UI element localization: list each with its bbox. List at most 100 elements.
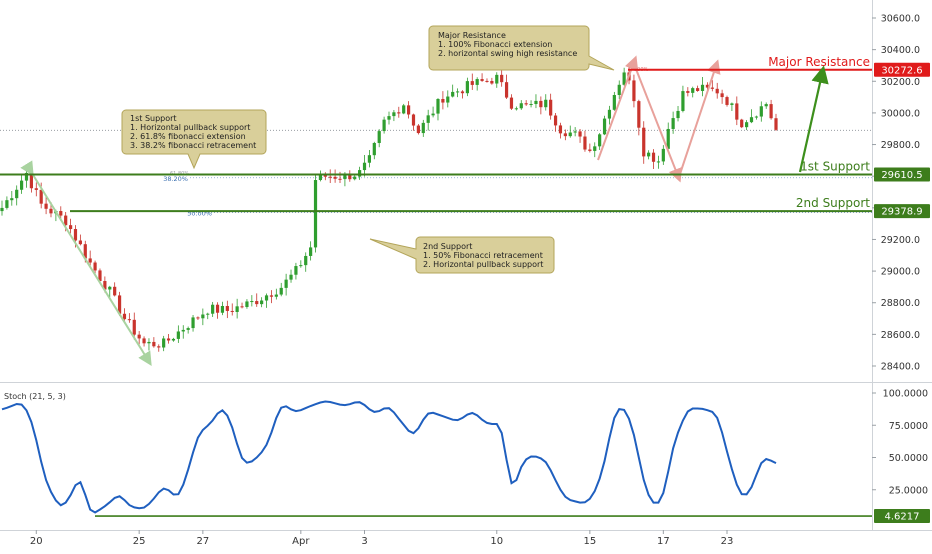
candle bbox=[451, 84, 455, 98]
candle-body bbox=[225, 305, 229, 311]
stoch-tick-label: 100.0000 bbox=[883, 389, 928, 400]
candle bbox=[250, 295, 254, 307]
candle-body bbox=[632, 80, 636, 102]
second-support-callout-line1: 1. 50% Fibonacci retracement bbox=[423, 251, 543, 260]
candle bbox=[279, 282, 283, 297]
candle bbox=[157, 344, 161, 352]
candle-body bbox=[710, 87, 714, 89]
candle-body bbox=[191, 317, 195, 329]
candle bbox=[215, 302, 220, 319]
candle bbox=[299, 260, 303, 268]
candle bbox=[392, 109, 396, 122]
first-support-text: 1st Support bbox=[800, 160, 870, 174]
candle bbox=[602, 115, 607, 136]
time-tick-label: Apr bbox=[292, 536, 310, 547]
candle-body bbox=[451, 91, 455, 97]
time-tick-label: 15 bbox=[583, 536, 596, 547]
candle-body bbox=[255, 301, 259, 305]
candle-body bbox=[730, 103, 734, 105]
candle-body bbox=[573, 131, 577, 133]
second-support-callout-title: 2nd Support bbox=[423, 242, 472, 251]
candle-body bbox=[583, 136, 587, 150]
candle-body bbox=[637, 101, 641, 128]
first-support-value: 29610.5 bbox=[881, 170, 922, 181]
price-tick-label: 28800.0 bbox=[881, 298, 920, 309]
candle bbox=[441, 91, 445, 110]
candle-body bbox=[740, 119, 744, 128]
candle-body bbox=[245, 301, 249, 307]
candle bbox=[710, 80, 714, 92]
candle bbox=[206, 312, 210, 320]
candle bbox=[774, 113, 778, 131]
candle bbox=[598, 133, 602, 150]
candle bbox=[656, 155, 661, 169]
candle-body bbox=[534, 100, 538, 105]
candle bbox=[201, 308, 205, 326]
candle bbox=[382, 116, 386, 134]
candle bbox=[754, 115, 759, 120]
candle bbox=[475, 77, 479, 91]
candle-body bbox=[64, 215, 68, 226]
candle bbox=[553, 112, 558, 132]
candle bbox=[661, 145, 665, 165]
candle-body bbox=[304, 255, 308, 266]
stoch-tick-label: 25.0000 bbox=[889, 485, 928, 496]
candle bbox=[544, 94, 548, 111]
candle-body bbox=[436, 98, 440, 114]
first-support-callout-line1: 1. Horizontal pullback support bbox=[130, 123, 250, 132]
price-tick-label: 30000.0 bbox=[881, 108, 920, 119]
candle bbox=[309, 241, 313, 261]
price-tick-label: 30400.0 bbox=[881, 45, 920, 56]
first-support-callout: 1st Support 1. Horizontal pullback suppo… bbox=[121, 109, 267, 170]
candle-body bbox=[612, 94, 616, 110]
candle bbox=[671, 111, 675, 134]
candle-body bbox=[769, 104, 773, 119]
candle-body bbox=[318, 174, 323, 181]
candle bbox=[534, 94, 538, 109]
major-resistance-text: Major Resistance bbox=[768, 55, 870, 69]
candle-body bbox=[299, 265, 303, 267]
candle bbox=[700, 77, 705, 97]
candle bbox=[196, 316, 200, 320]
candle bbox=[485, 78, 489, 83]
candle-body bbox=[558, 125, 563, 134]
time-axis: 20 25 27 Apr 3 10 15 17 23 bbox=[30, 530, 733, 547]
candle-body bbox=[411, 114, 416, 126]
candle bbox=[245, 299, 249, 309]
candle bbox=[749, 109, 754, 124]
candle bbox=[686, 87, 690, 97]
candle bbox=[495, 72, 499, 88]
candle bbox=[720, 89, 724, 104]
fib-38-label: 38.20% bbox=[163, 175, 188, 183]
candle-body bbox=[598, 134, 602, 147]
candle-body bbox=[44, 203, 48, 209]
candle-body bbox=[647, 152, 651, 157]
candle bbox=[362, 154, 367, 177]
time-tick-label: 27 bbox=[196, 536, 209, 547]
candle-body bbox=[622, 72, 626, 85]
candle-body bbox=[162, 338, 166, 348]
candle-body bbox=[656, 161, 661, 163]
candle bbox=[740, 118, 744, 129]
candle-body bbox=[759, 106, 763, 117]
candle bbox=[181, 325, 185, 339]
candle bbox=[377, 129, 381, 148]
candle bbox=[264, 293, 269, 308]
candle bbox=[622, 67, 626, 86]
price-tick-label: 29800.0 bbox=[881, 140, 920, 151]
candle bbox=[426, 109, 430, 131]
candle-body bbox=[588, 149, 592, 151]
candle bbox=[230, 303, 234, 316]
candle-body bbox=[495, 74, 499, 84]
candle-body bbox=[700, 84, 705, 91]
time-tick-label: 17 bbox=[657, 536, 670, 547]
time-tick-label: 25 bbox=[133, 536, 146, 547]
first-support-callout-line2: 2. 61.8% fibonacci extension bbox=[130, 132, 246, 141]
stoch-level-value: 4.6217 bbox=[885, 512, 920, 523]
candle bbox=[397, 106, 401, 118]
candle bbox=[725, 95, 729, 107]
candle-body bbox=[176, 331, 180, 339]
first-support-callout-title: 1st Support bbox=[130, 114, 177, 123]
candle bbox=[284, 273, 288, 296]
